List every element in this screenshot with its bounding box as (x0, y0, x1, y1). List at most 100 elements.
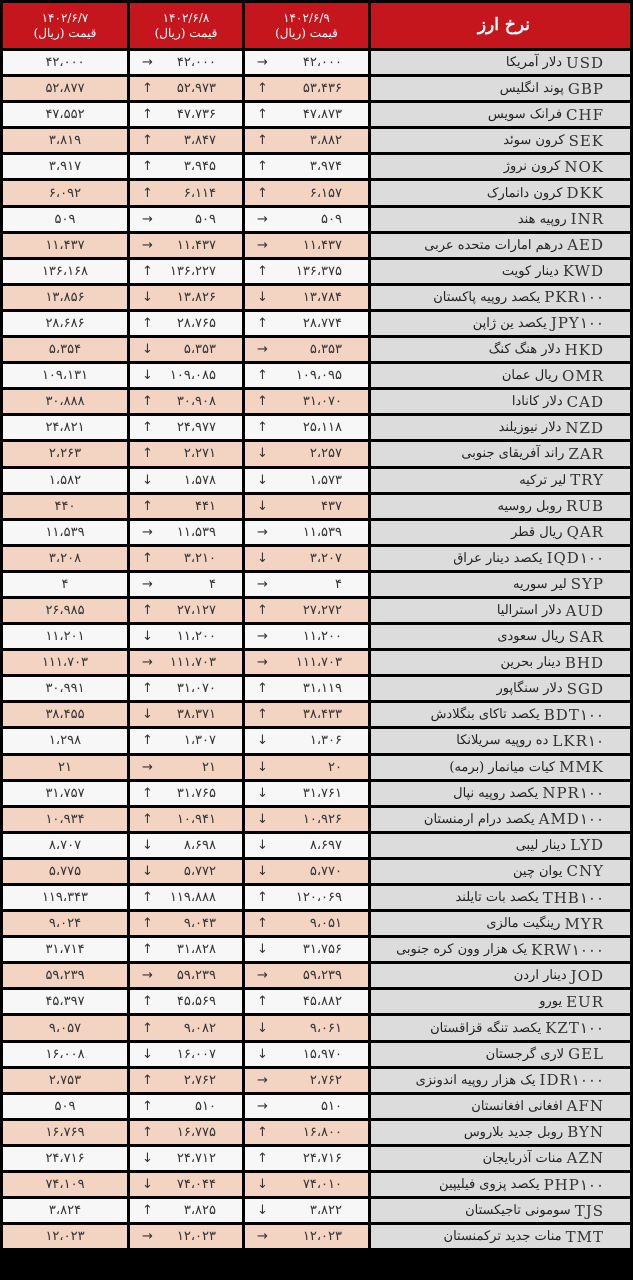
price-day-7: ۵۰۹ (3, 207, 127, 231)
trend-arrow-icon: ↓ (257, 733, 268, 749)
currency-name: دینار اردن (513, 968, 567, 984)
price-value: ۳۱،۸۲۸ (176, 942, 216, 958)
price-day-7: ۳۱،۷۱۴ (3, 938, 127, 962)
price-day-9: → ۴ (245, 572, 368, 596)
price-day-7: ۲،۷۵۳ (3, 1068, 127, 1092)
price-value: ۸،۶۹۸ (183, 837, 216, 853)
price-value: ۳،۹۴۵ (183, 159, 216, 175)
trend-arrow-icon: ↓ (257, 811, 268, 827)
trend-arrow-icon: ↓ (142, 1150, 153, 1166)
currency-code: BHD (564, 653, 604, 672)
table-row: ۲۱ → ۲۱ ↓ ۲۰ MMK کیات میانمار (برمه) (3, 755, 630, 779)
table-row: ۱۰۹،۱۳۱ ↓ ۱۰۹،۰۸۵ ↑ ۱۰۹،۰۹۵ OMR ریال عمان (3, 364, 630, 388)
currency-cell: AFN افغانی افغانستان (371, 1094, 630, 1118)
trend-arrow-icon: ↑ (257, 81, 268, 97)
trend-arrow-icon: ↑ (257, 107, 268, 123)
price-value: ۱۵،۹۷۰ (302, 1046, 342, 1062)
trend-arrow-icon: ↑ (257, 707, 268, 723)
price-day-7: ۱۳،۸۵۶ (3, 285, 127, 309)
price-day-7: ۵،۳۵۴ (3, 338, 127, 362)
currency-cell: IDR۱۰۰۰ یک هزار روپیه اندونزی (371, 1068, 630, 1092)
currency-code: GBP (567, 79, 604, 98)
currency-name: رینگیت مالزی (486, 916, 561, 932)
currency-name: دلار سنگاپور (496, 681, 563, 697)
price-day-9: ↑ ۴۵،۸۸۲ (245, 990, 368, 1014)
trend-arrow-icon: ↑ (142, 942, 153, 958)
price-day-7: ۶،۰۹۲ (3, 181, 127, 205)
trend-arrow-icon: ↑ (257, 159, 268, 175)
price-day-9: ↑ ۲۸،۷۷۴ (245, 311, 368, 336)
price-day-9: ↓ ۱۵،۹۷۰ (245, 1042, 368, 1066)
price-value: ۱۱۱،۷۰۳ (169, 655, 216, 671)
price-day-9: ↑ ۲۵،۱۱۸ (245, 416, 368, 440)
price-day-9: → ۵،۳۵۳ (245, 338, 368, 362)
table-row: ۴۵،۳۹۷ ↑ ۴۵،۵۶۹ ↑ ۴۵،۸۸۲ EUR یورو (3, 990, 630, 1014)
currency-name: یکصد ین ژاپن (472, 315, 547, 331)
table-row: ۹،۰۵۷ ↑ ۹،۰۸۲ ↓ ۹،۰۶۱ KZT۱۰۰ یکصد تنگه قزاقستا… (3, 1016, 630, 1040)
price-value: ۱۰۹،۰۸۵ (169, 368, 216, 384)
currency-name: ریال سعودی (497, 629, 565, 645)
trend-arrow-icon: ↓ (257, 1046, 268, 1062)
table-row: ۳،۸۲۴ ↑ ۳،۸۲۵ ↓ ۳،۸۲۲ TJS سومونی تاجیکستان (3, 1199, 630, 1223)
trend-arrow-icon: ↑ (257, 368, 268, 384)
price-day-9: ↑ ۳۸،۴۳۳ (245, 703, 368, 727)
price-value: ۳،۹۷۴ (309, 159, 342, 175)
currency-name: منات آذربایجان (482, 1150, 563, 1166)
price-day-9: ↑ ۳،۹۷۴ (245, 155, 368, 179)
price-day-8: ↑ ۴۴۱ (130, 494, 242, 518)
price-day-8: → ۱۱،۴۳۷ (130, 233, 242, 257)
price-value: ۷۴،۰۱۰ (302, 1177, 342, 1193)
currency-code: KRW۱۰۰۰ (531, 940, 604, 959)
price-day-7: ۳۱،۷۵۷ (3, 781, 127, 805)
trend-arrow-icon: ↑ (257, 890, 268, 906)
price-day-8: ↑ ۹،۰۴۳ (130, 912, 242, 936)
header-price-label: قیمت (ریال) (154, 25, 218, 40)
trend-arrow-icon: ↓ (257, 498, 268, 514)
table-row: ۳۱،۷۱۴ ↑ ۳۱،۸۲۸ ↓ ۳۱،۷۵۶ KRW۱۰۰۰ یک هزار وون ک… (3, 938, 630, 962)
currency-cell: GBP پوند انگلیس (371, 77, 630, 101)
trend-arrow-icon: ↓ (142, 863, 153, 879)
price-value: ۱۱،۵۳۹ (302, 524, 342, 540)
price-day-9: ↑ ۱۳۶،۳۷۵ (245, 259, 368, 283)
price-value: ۵۰۹ (54, 211, 76, 227)
currency-name: کرون نروژ (503, 159, 561, 175)
table-row: ۲۸،۶۸۶ ↑ ۲۸،۷۶۵ ↑ ۲۸،۷۷۴ JPY۱۰۰ یکصد ین ژاپن (3, 311, 630, 336)
currency-cell: HKD دلار هنگ کنگ (371, 338, 630, 362)
price-day-7: ۳،۲۰۸ (3, 546, 127, 570)
price-day-8: ↓ ۱۶،۰۰۷ (130, 1042, 242, 1066)
trend-arrow-icon: ↓ (257, 785, 268, 801)
price-day-9: ↓ ۱۳،۷۸۴ (245, 285, 368, 309)
price-value: ۵،۷۷۵ (48, 863, 82, 879)
price-value: ۵۹،۲۳۹ (45, 968, 85, 984)
table-row: ۴۲،۰۰۰ → ۴۲،۰۰۰ → ۴۲،۰۰۰ USD دلار آمریکا (3, 51, 630, 75)
price-day-8: ↓ ۷۴،۰۴۴ (130, 1173, 242, 1197)
exchange-rate-table: ۱۴۰۲/۶/۷ قیمت (ریال) ۱۴۰۲/۶/۸ قیمت (ریال… (3, 3, 630, 1251)
price-day-7: ۱۱،۴۳۷ (3, 233, 127, 257)
table-row: ۱۱،۵۳۹ → ۱۱،۵۳۹ → ۱۱،۵۳۹ QAR ریال قطر (3, 520, 630, 544)
currency-code: OMR (562, 366, 604, 385)
header-date-3: ۱۴۰۲/۶/۹ قیمت (ریال) (245, 3, 368, 48)
price-day-9: ↑ ۱۲۰،۰۶۹ (245, 886, 368, 910)
price-day-7: ۷۴،۱۰۹ (3, 1173, 127, 1197)
price-day-9: → ۱۱۱،۷۰۳ (245, 651, 368, 675)
currency-name: راند آفریقای جنوبی (461, 446, 565, 462)
currency-code: KWD (562, 262, 604, 281)
price-value: ۳۸،۴۵۵ (45, 707, 85, 723)
price-day-8: ↑ ۱۰،۹۴۱ (130, 807, 242, 831)
price-day-7: ۱۱،۵۳۹ (3, 520, 127, 544)
price-value: ۵۰۹ (195, 211, 216, 227)
price-value: ۵۳،۴۳۶ (302, 81, 342, 97)
currency-name: دلار استرالیا (496, 603, 562, 619)
currency-cell: ZAR راند آفریقای جنوبی (371, 442, 630, 466)
price-day-9: ↓ ۱،۳۰۶ (245, 729, 368, 753)
price-value: ۲،۲۶۳ (48, 446, 82, 462)
currency-code: INR (570, 210, 604, 229)
price-day-7: ۲۸،۶۸۶ (3, 311, 127, 336)
trend-arrow-icon: ↓ (142, 1046, 153, 1062)
currency-name: دلار کانادا (511, 394, 563, 410)
price-day-8: ↑ ۲۷،۱۲۷ (130, 598, 242, 623)
price-day-9: ↓ ۳،۸۲۲ (245, 1199, 368, 1223)
price-value: ۴۲،۰۰۰ (45, 55, 85, 71)
currency-cell: BDT۱۰۰ یکصد تاکای بنگلادش (371, 703, 630, 727)
currency-code: LKR۱۰ (552, 731, 604, 750)
